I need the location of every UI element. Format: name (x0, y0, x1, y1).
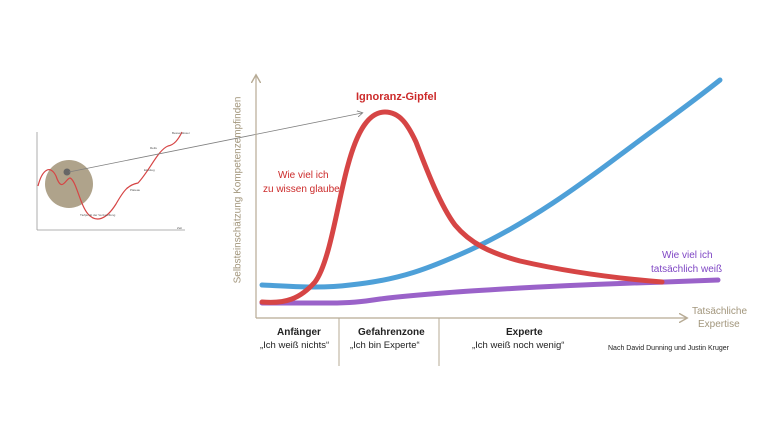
zone-subtitle-3: „Ich weiß noch wenig“ (472, 340, 565, 351)
red-curve (259, 109, 665, 305)
mini-label-2: Einstieg (144, 168, 155, 172)
mini-label-3: Tiefpunkt der Verzweiflung (80, 213, 116, 217)
zone-title-1: Anfänger (277, 327, 321, 338)
x-axis-label-line2: Expertise (698, 319, 740, 330)
purple-curve (259, 277, 721, 306)
mini-label-5: Reife (150, 146, 158, 150)
pointer-arrow (68, 113, 362, 173)
mini-label-4: Plateau (130, 188, 141, 192)
zone-title-3: Experte (506, 327, 543, 338)
zone-subtitle-1: „Ich weiß nichts“ (260, 340, 330, 351)
mini-highlight-circle (45, 160, 93, 208)
mini-marker-dot (63, 168, 71, 176)
red-curve-label-line1: Wie viel ich (278, 170, 329, 181)
y-axis-label: Selbsteinschätzung Kompetenzempfinden (232, 96, 244, 284)
zone-subtitle-2: „Ich bin Experte“ (350, 340, 420, 351)
purple-curve-label-line1: Wie viel ich (662, 250, 713, 261)
credit-text: Nach David Dunning und Justin Kruger (608, 345, 730, 352)
blue-curve (259, 77, 723, 290)
peak-label: Ignoranz-Gipfel (356, 91, 437, 103)
purple-curve-label-line2: tatsächlich weiß (651, 264, 723, 275)
mini-chart (36, 113, 362, 231)
mini-curve (37, 131, 183, 220)
x-axis-label-line1: Tatsächliche (692, 306, 748, 317)
mini-label-1: Besserwisser (172, 131, 190, 135)
zone-title-2: Gefahrenzone (358, 327, 425, 338)
main-chart (256, 76, 723, 366)
mini-label-6: Zeit (177, 226, 183, 230)
red-curve-label-line2: zu wissen glaube (263, 184, 340, 195)
